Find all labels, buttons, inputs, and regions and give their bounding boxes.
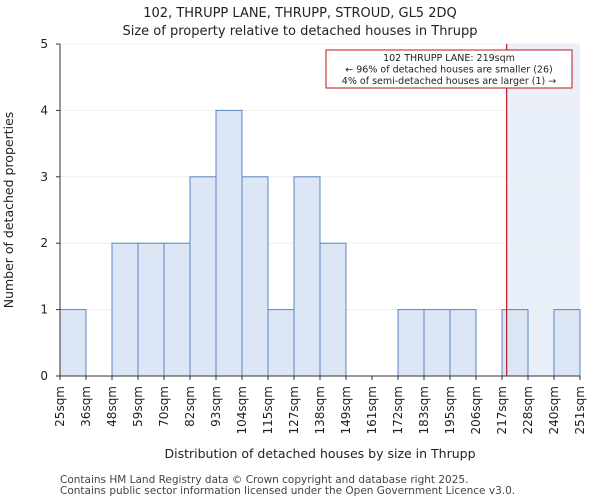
bar <box>319 242 347 377</box>
bar <box>241 176 269 377</box>
bar <box>215 109 243 377</box>
x-tick-label: 36sqm <box>79 386 93 427</box>
x-axis-title: Distribution of detached houses by size … <box>164 446 475 461</box>
chart-title: 102, THRUPP LANE, THRUPP, STROUD, GL5 2D… <box>143 6 457 21</box>
annotation-line-3: 4% of semi-detached houses are larger (1… <box>342 76 556 87</box>
x-tick-label: 172sqm <box>391 386 405 434</box>
x-tick-label: 149sqm <box>339 386 353 434</box>
x-tick-label: 115sqm <box>261 386 275 434</box>
x-tick-label: 127sqm <box>287 386 301 434</box>
bar <box>163 242 191 377</box>
x-tick-label: 25sqm <box>53 386 67 427</box>
bar <box>553 309 581 377</box>
bar <box>189 176 217 377</box>
annotation-line-1: 102 THRUPP LANE: 219sqm <box>383 53 515 64</box>
bar <box>423 309 451 377</box>
x-tick-label: 251sqm <box>573 386 587 434</box>
x-tick-label: 138sqm <box>313 386 327 434</box>
histogram-chart: 0 1 2 3 4 5 25sqm 36sqm 48sqm 59sqm 70sqm 82sqm 93sq… <box>1 37 587 461</box>
annotation-line-2: ← 96% of detached houses are smaller (26… <box>345 65 552 76</box>
x-tick-label: 70sqm <box>157 386 171 427</box>
x-tick-label: 228sqm <box>521 386 535 434</box>
x-tick-label: 217sqm <box>495 386 509 434</box>
y-tick-label: 5 <box>40 37 48 51</box>
bar <box>267 309 295 377</box>
y-tick-label: 3 <box>40 170 48 184</box>
x-tick-label: 59sqm <box>131 386 145 427</box>
x-tick-label: 183sqm <box>417 386 431 434</box>
bar <box>501 309 529 377</box>
footer-copyright: Contains HM Land Registry data © Crown c… <box>60 474 469 486</box>
y-tick-label: 1 <box>40 303 48 317</box>
y-tick-label: 2 <box>40 236 48 250</box>
y-tick-label: 4 <box>40 103 48 117</box>
x-tick-label: 104sqm <box>235 386 249 434</box>
bar <box>137 242 165 377</box>
bar <box>59 309 87 377</box>
bar <box>293 176 321 377</box>
y-axis-title: Number of detached properties <box>1 112 16 309</box>
bar <box>449 309 477 377</box>
bar <box>397 309 425 377</box>
bar <box>111 242 139 377</box>
x-tick-label: 48sqm <box>105 386 119 427</box>
x-tick-label: 195sqm <box>443 386 457 434</box>
x-tick-label: 161sqm <box>365 386 379 434</box>
annotation-box <box>325 49 573 89</box>
x-tick-label: 240sqm <box>547 386 561 434</box>
x-tick-label: 93sqm <box>209 386 223 427</box>
x-tick-label: 82sqm <box>183 386 197 427</box>
x-tick-label: 206sqm <box>469 386 483 434</box>
chart-subtitle: Size of property relative to detached ho… <box>122 24 478 39</box>
footer-licence: Contains public sector information licen… <box>60 485 516 497</box>
y-tick-label: 0 <box>40 369 48 383</box>
